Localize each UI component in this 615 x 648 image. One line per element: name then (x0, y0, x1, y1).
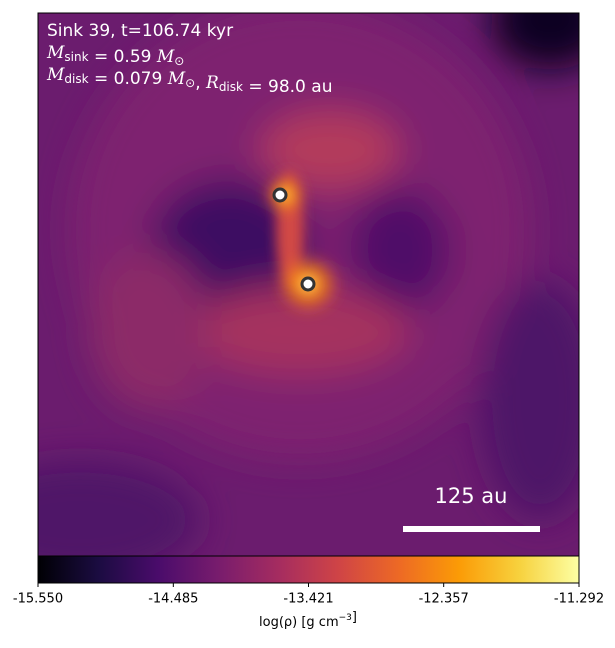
info-subscript: ⊙ (185, 76, 195, 90)
info-text: , (195, 73, 206, 93)
info-text: R (205, 73, 219, 93)
sink-particle (272, 187, 288, 203)
info-text: = 0.59 (89, 47, 157, 67)
info-text: Sink 39, t=106.74 kyr (47, 21, 233, 41)
sink-particle (300, 276, 316, 292)
info-text: M (46, 43, 65, 63)
colorbar-tick-label: -13.421 (283, 592, 333, 607)
info-text: M (156, 47, 175, 67)
info-text: = 0.079 (89, 69, 168, 89)
colorbar-tick-label: -12.357 (419, 592, 469, 607)
info-text: = 98.0 au (243, 77, 333, 97)
scalebar (403, 526, 540, 532)
density-map (38, 13, 579, 556)
info-text: M (46, 65, 65, 85)
info-subscript: disk (219, 80, 243, 94)
colorbar-tick-label: -14.485 (148, 592, 198, 607)
info-subscript: sink (64, 50, 88, 64)
scalebar-label: 125 au (435, 484, 508, 508)
colorbar (37, 555, 580, 584)
info-line: Sink 39, t=106.74 kyr (47, 21, 233, 41)
info-text: M (167, 69, 186, 89)
info-line: Mdisk = 0.079 M⊙, Rdisk = 98.0 au (46, 65, 332, 98)
colorbar-label: log(ρ) [g cm−3] (259, 610, 357, 630)
info-subscript: disk (64, 72, 88, 86)
colorbar-label-sup: −3 (339, 613, 352, 623)
info-subscript: ⊙ (174, 54, 184, 68)
colorbar-label-text: log(ρ) [g cm (259, 615, 339, 630)
colorbar-tick-label: -11.292 (554, 592, 604, 607)
colorbar-label-text: ] (352, 610, 357, 625)
colorbar-tick-label: -15.550 (13, 592, 63, 607)
info-line: Msink = 0.59 M⊙ (46, 43, 184, 68)
